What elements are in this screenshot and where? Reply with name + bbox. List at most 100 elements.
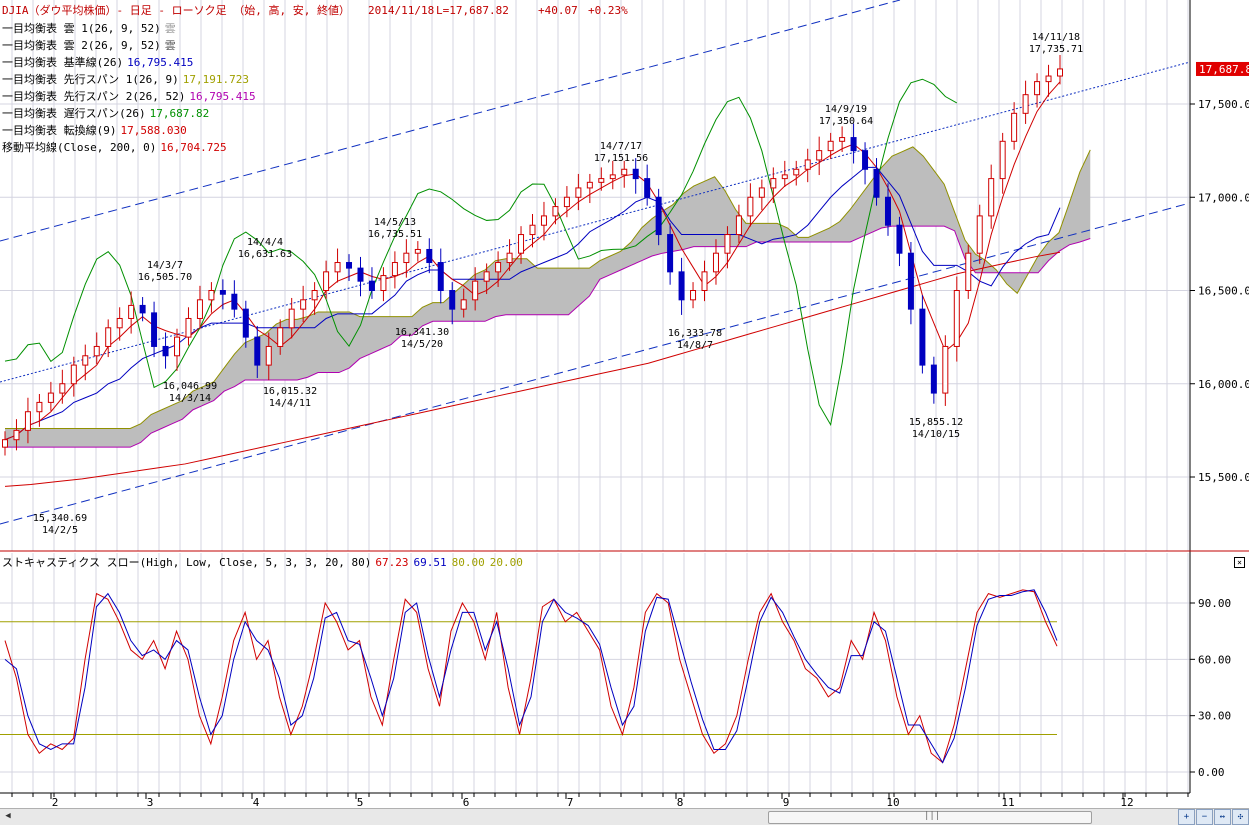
annotation-label: 14/8/7 <box>677 340 713 351</box>
legend-item-value: 17,588.030 <box>121 124 187 137</box>
annotation-label: 16,735.51 <box>368 229 422 240</box>
header-last: L=17,687.82 <box>436 4 509 17</box>
legend-item-label: 一目均衡表 雲 1(26, 9, 52) <box>2 21 161 35</box>
candle-body <box>70 364 77 385</box>
stoch-tick-label: 60.00 <box>1198 653 1231 666</box>
candle-body <box>930 364 937 394</box>
legend-item-value: 17,191.723 <box>183 73 249 86</box>
legend-item-value: 16,795.415 <box>127 56 193 69</box>
candle-body <box>151 312 158 347</box>
candle-body <box>13 429 20 441</box>
sma200-line <box>4 251 1061 487</box>
candle-body <box>426 248 433 264</box>
stoch-tick-label: 0.00 <box>1198 766 1225 779</box>
price-tick-label: 16,000.00 <box>1198 378 1249 391</box>
annotation-label: 17,735.71 <box>1029 44 1083 55</box>
candle-body <box>59 383 66 394</box>
price-tick-label: 15,500.00 <box>1198 471 1249 484</box>
candle-body <box>254 336 261 366</box>
candle-body <box>208 290 215 301</box>
annotation-label: 14/2/5 <box>42 525 78 536</box>
fit-icon[interactable]: ↔ <box>1214 809 1231 825</box>
candle-body <box>724 234 731 254</box>
price-tick-label: 17,500.00 <box>1198 98 1249 111</box>
annotation-label: 14/10/15 <box>912 429 960 440</box>
candle-body <box>598 178 605 183</box>
legend-item-label: 一目均衡表 転換線(9) <box>2 123 117 137</box>
candle-body <box>735 215 742 236</box>
candle-body <box>518 234 525 254</box>
candle-body <box>162 345 169 357</box>
annotation-label: 15,855.12 <box>909 417 963 428</box>
candle-body <box>414 248 421 254</box>
annotation-label: 14/11/18 <box>1032 32 1080 43</box>
annotation-label: 17,151.56 <box>594 153 648 164</box>
candle-body <box>632 168 639 180</box>
close-stoch-panel-button[interactable]: × <box>1234 557 1245 568</box>
candle-body <box>896 224 903 254</box>
price-plot[interactable]: 15,340.6914/2/514/3/716,505.7016,046.991… <box>0 0 1191 536</box>
month-label: 5 <box>357 796 364 808</box>
candle-body <box>196 299 203 319</box>
month-label: 6 <box>463 796 470 808</box>
month-label: 10 <box>886 796 899 808</box>
senkou-span-b-line <box>5 225 1091 448</box>
candle-body <box>116 317 123 329</box>
candle-body <box>36 401 43 413</box>
candle-body <box>850 137 857 152</box>
candle-body <box>24 411 31 431</box>
candle-body <box>1045 75 1052 83</box>
candle-body <box>758 187 765 198</box>
candle-body <box>988 178 995 217</box>
last-price-tag <box>1196 61 1249 76</box>
candle-body <box>1022 94 1029 114</box>
candle-body <box>690 290 697 301</box>
candle-body <box>747 196 754 217</box>
candle-body <box>288 308 295 329</box>
stoch-legend-value: 80.00 <box>452 556 485 569</box>
crosshair-icon[interactable]: ✣ <box>1232 809 1249 825</box>
candle-body <box>942 345 949 394</box>
candle-body <box>174 336 181 357</box>
channel-upper-line <box>0 0 901 242</box>
candle-body <box>701 271 708 292</box>
candle-body <box>391 262 398 277</box>
annotation-label: 16,505.70 <box>138 272 192 283</box>
candle-body <box>128 304 135 319</box>
candle-body <box>907 252 914 310</box>
candle-body <box>873 168 880 198</box>
scroll-left-icon[interactable]: ◀ <box>5 811 11 821</box>
candle-body <box>437 262 444 291</box>
stoch-line <box>4 589 1058 764</box>
candle-body <box>506 252 513 264</box>
candle-body <box>644 178 651 198</box>
candle-body <box>884 196 891 226</box>
candle-body <box>219 290 226 295</box>
ichimoku-cloud <box>5 146 1091 448</box>
candle-body <box>575 187 582 198</box>
candle-body <box>334 262 341 273</box>
header-date: 2014/11/18 <box>368 4 434 17</box>
horizontal-scrollbar[interactable]: ◀ ||| ▶ <box>0 808 1249 825</box>
month-label: 12 <box>1120 796 1133 808</box>
stoch-tick-label: 30.00 <box>1198 710 1231 723</box>
candle-body <box>862 150 869 170</box>
legend-item-value: 16,795.415 <box>189 90 255 103</box>
candle-body <box>655 196 662 236</box>
legend-item-label: 一目均衡表 先行スパン 1(26, 9) <box>2 72 179 86</box>
annotation-label: 14/3/14 <box>169 393 211 404</box>
candle-body <box>93 345 100 357</box>
stoch-plot[interactable] <box>0 589 1058 764</box>
stoch-legend-value: 69.51 <box>414 556 447 569</box>
candle-body <box>781 174 788 180</box>
candle-body <box>1057 68 1063 77</box>
annotation-label: 16,631.63 <box>238 249 292 260</box>
candle-body <box>2 439 8 448</box>
candle-body <box>185 317 192 338</box>
zoom-out-icon[interactable]: − <box>1196 809 1213 825</box>
zoom-in-icon[interactable]: + <box>1178 809 1195 825</box>
legend-item-label: 一目均衡表 先行スパン 2(26, 52) <box>2 89 185 103</box>
annotation-label: 17,350.64 <box>819 116 873 127</box>
